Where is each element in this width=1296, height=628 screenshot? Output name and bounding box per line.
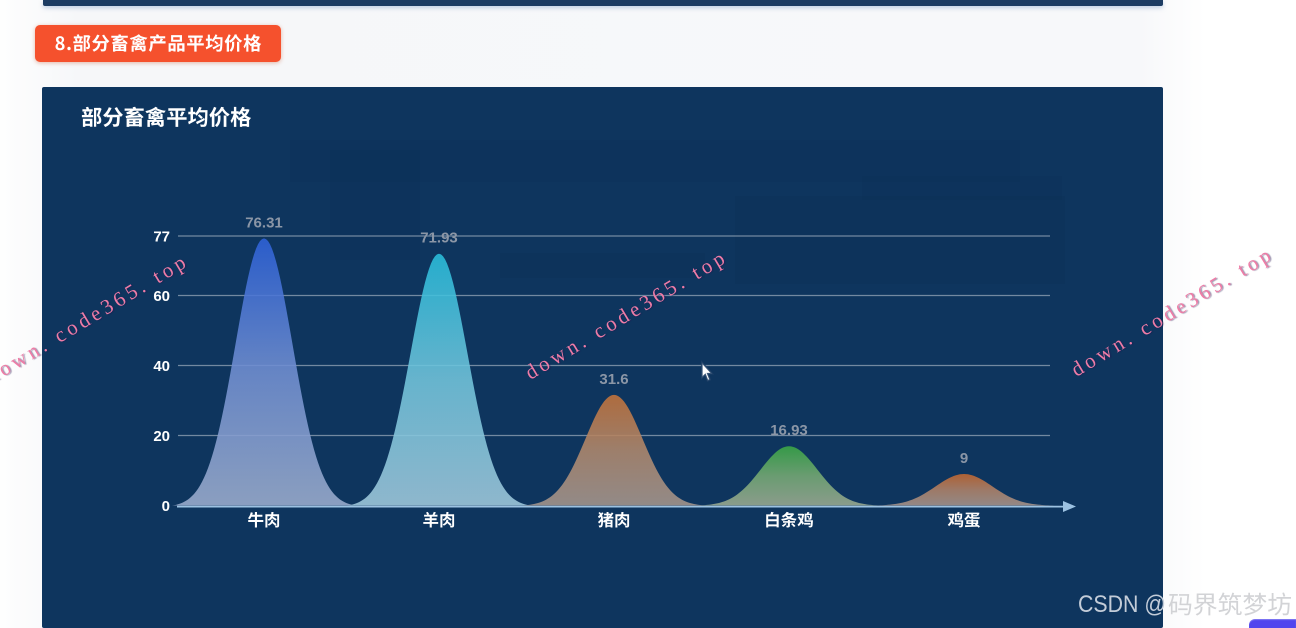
svg-text:CSDN @: CSDN @: [1078, 591, 1166, 618]
svg-text:0: 0: [162, 498, 170, 515]
svg-text:77: 77: [153, 228, 170, 245]
svg-text:16.93: 16.93: [770, 422, 808, 439]
svg-text:31.6: 31.6: [599, 371, 628, 388]
svg-text:9: 9: [960, 450, 968, 467]
svg-text:60: 60: [153, 288, 170, 305]
svg-text:76.31: 76.31: [245, 214, 283, 231]
svg-text:40: 40: [153, 358, 170, 375]
svg-text:20: 20: [153, 428, 170, 445]
svg-text:71.93: 71.93: [420, 230, 458, 247]
